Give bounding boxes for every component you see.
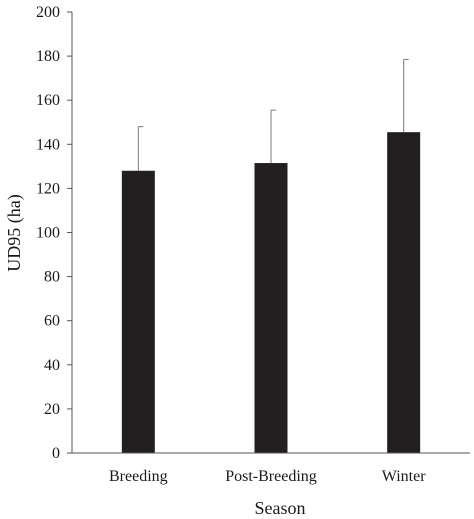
y-tick-label: 20 (44, 401, 60, 418)
x-tick-labels: Breeding Post-Breeding Winter (109, 468, 426, 485)
y-tick-label: 100 (36, 225, 60, 242)
y-tick-label: 40 (44, 357, 60, 374)
bar-winter (387, 132, 421, 454)
y-tick-label: 120 (36, 180, 60, 197)
error-bars-group (137, 58, 409, 171)
y-tick-label: 200 (36, 4, 60, 21)
x-tick-label: Winter (382, 468, 426, 485)
y-tick-label: 0 (52, 445, 60, 462)
y-axis-title: UD95 (ha) (4, 194, 25, 271)
x-tick-label: Post-Breeding (225, 468, 317, 485)
axes-group (67, 11, 470, 454)
bars-group (121, 132, 421, 454)
y-tick-label: 140 (36, 136, 60, 153)
y-tick-labels: 0 20 40 60 80 100 120 140 160 180 200 (36, 4, 60, 462)
x-tick-label: Breeding (109, 468, 168, 485)
y-tick-label: 80 (44, 269, 60, 286)
bar-breeding (121, 170, 155, 453)
bar-post-breeding (254, 163, 288, 454)
y-tick-label: 160 (36, 92, 60, 109)
y-tick-label: 60 (44, 313, 60, 330)
x-axis-title: Season (255, 498, 306, 518)
y-tick-label: 180 (36, 48, 60, 65)
